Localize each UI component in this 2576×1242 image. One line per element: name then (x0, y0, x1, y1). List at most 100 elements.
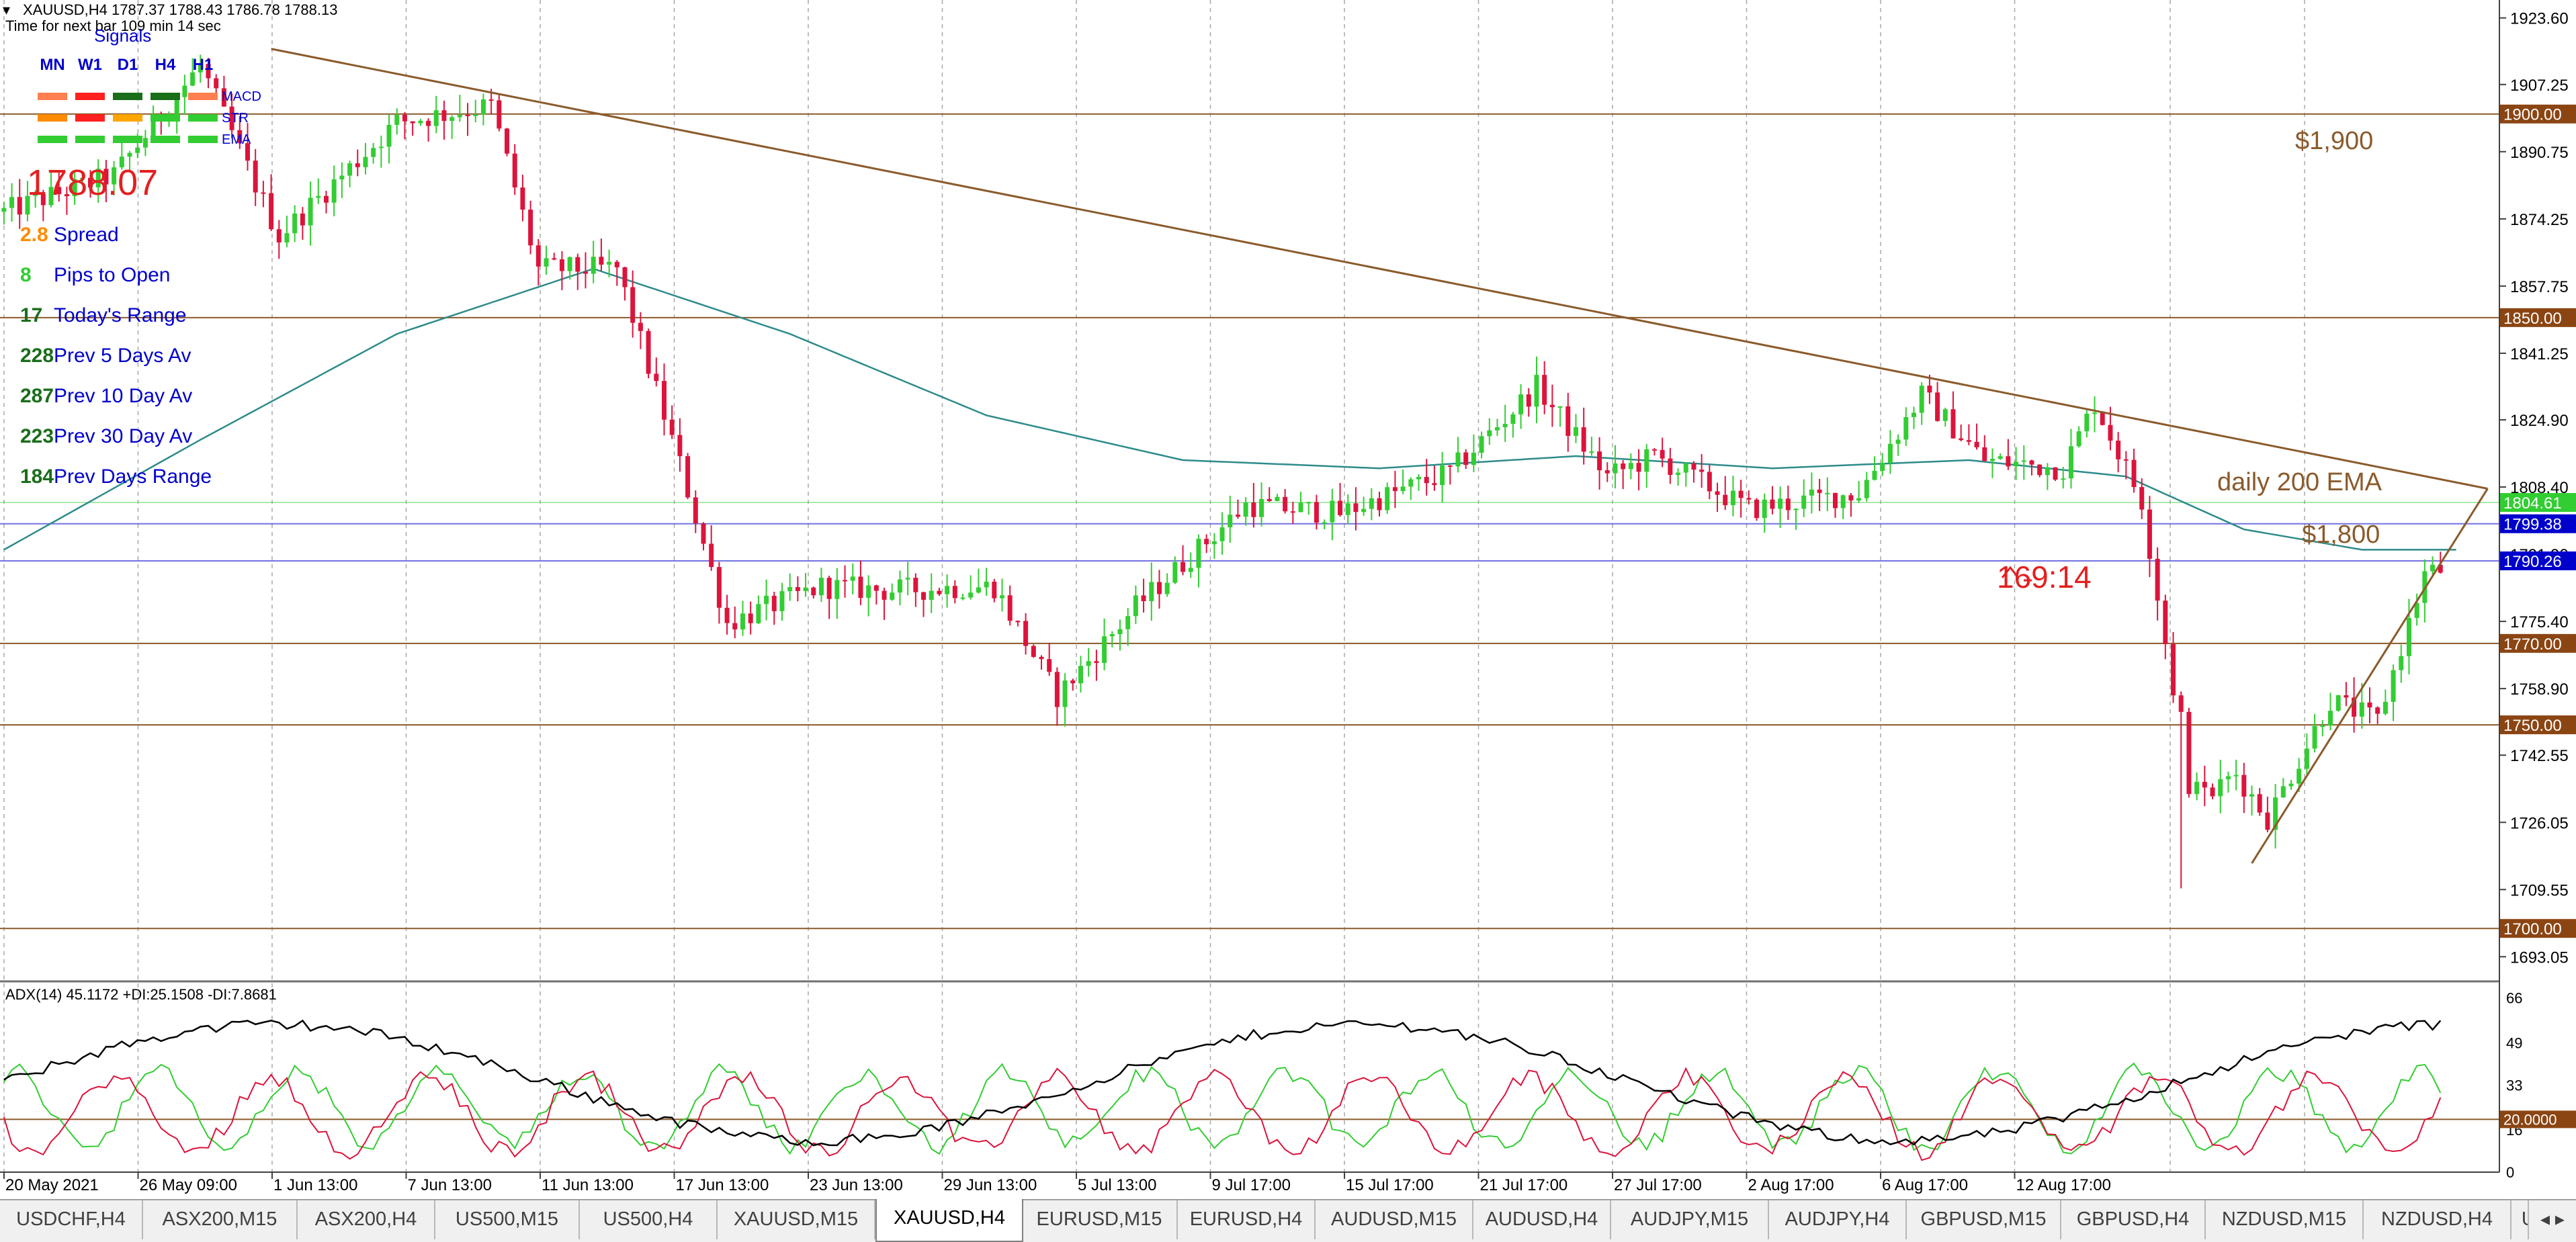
candle-body (103, 169, 109, 185)
signal-cell (113, 114, 142, 122)
candle-body (1424, 477, 1429, 484)
time-tick-label: 11 Jun 13:00 (542, 1176, 634, 1194)
price-tick-label: 1726.05 (2510, 814, 2569, 832)
candle-body (237, 130, 243, 144)
candle-body (1651, 449, 1657, 451)
stat-label: Prev 30 Day Av (54, 425, 192, 447)
tab-gbpusd-h4[interactable]: GBPUSD,H4 (2061, 1200, 2206, 1239)
candle-body (229, 106, 234, 130)
candle-body (505, 128, 510, 154)
candle-body (2327, 711, 2333, 726)
tab-audjpy-m15[interactable]: AUDJPY,M15 (1611, 1200, 1769, 1239)
candle-body (1699, 470, 1705, 472)
trendline-support[interactable] (2251, 488, 2489, 864)
trendline-resistance[interactable] (271, 48, 2488, 490)
level-badge-label: 1790.26 (2503, 553, 2562, 571)
candle-body (135, 147, 140, 153)
signal-cell (151, 114, 180, 122)
tab-scroll-arrows-icon[interactable]: ◂ ▸ (2528, 1200, 2576, 1239)
candle-body (1935, 392, 1940, 421)
candle-body (1526, 394, 1531, 407)
stat-value: 287 (20, 385, 54, 407)
tab-nzdusd-h4[interactable]: NZDUSD,H4 (2364, 1200, 2511, 1239)
candle-body (1408, 479, 1414, 487)
tab-eurusd-h4[interactable]: EURUSD,H4 (1178, 1200, 1316, 1239)
candle-body (1149, 582, 1154, 601)
collapse-arrow-icon[interactable]: ▾ (3, 1, 10, 18)
adx-indicator-panel[interactable] (0, 1019, 2499, 1161)
candle-body (1542, 375, 1547, 405)
level-1800-label: $1,800 (2302, 521, 2380, 549)
tab-audusd-m15[interactable]: AUDUSD,M15 (1316, 1200, 1473, 1239)
candle-body (1377, 498, 1382, 511)
candle-body (1180, 562, 1186, 572)
candle-body (394, 114, 400, 125)
tab-gbpusd-m15[interactable]: GBPUSD,M15 (1907, 1200, 2061, 1239)
tab-xauusd-m15[interactable]: XAUUSD,M15 (718, 1200, 875, 1239)
price-chart[interactable]: 1923.60 1907.25 1890.75 1874.25 1857.75 1841.… (0, 0, 2576, 1199)
candle-body (473, 114, 478, 116)
signals-title: Signals (94, 26, 151, 46)
tab-eurusd-m15[interactable]: EURUSD,M15 (1022, 1200, 1178, 1239)
tab-audusd-h4[interactable]: AUDUSD,H4 (1473, 1200, 1611, 1239)
candle-body (2092, 412, 2098, 414)
candle-body (2265, 812, 2270, 830)
chart-grid (3, 0, 2305, 1172)
candle-body (1534, 375, 1539, 407)
candle-body (1054, 672, 1060, 707)
candle-body (449, 117, 455, 121)
candle-body (1062, 680, 1068, 707)
candle-body (630, 287, 636, 323)
candle-body (795, 587, 800, 591)
candle-body (1094, 661, 1099, 663)
candle-body (2068, 446, 2073, 479)
price-tick-label: 1907.25 (2510, 77, 2569, 95)
candle-body (567, 257, 572, 271)
price-tick-label: 1841.25 (2510, 345, 2569, 363)
tab-asx200-h4[interactable]: ASX200,H4 (298, 1200, 435, 1239)
ema-label: daily 200 EMA (2217, 468, 2382, 496)
candle-body (2116, 441, 2121, 459)
stat-value: 223 (20, 425, 54, 447)
candle-body (292, 213, 298, 234)
candle-body (756, 604, 761, 623)
tab-us500-m15[interactable]: US500,M15 (435, 1200, 580, 1239)
tab-us500-h4[interactable]: US500,H4 (580, 1200, 718, 1239)
candle-body (2273, 797, 2278, 830)
timeframe-label: H4 (155, 56, 176, 74)
signal-cell (38, 93, 67, 100)
candle-body (174, 97, 179, 118)
candle-body (1974, 441, 1979, 447)
candle-body (2171, 644, 2176, 696)
candle-body (1086, 661, 1091, 666)
candle-body (1117, 629, 1123, 635)
signal-cell (113, 136, 142, 143)
candle-body (151, 114, 156, 138)
candle-body (1047, 659, 1052, 672)
candle-body (40, 193, 46, 206)
candle-body (119, 157, 124, 168)
tab-usdchf-h4[interactable]: USDCHF,H4 (0, 1200, 143, 1239)
candle-body (1887, 443, 1893, 463)
candle-body (1015, 621, 1021, 623)
stat-label: Spread (54, 224, 119, 246)
candle-body (1188, 568, 1193, 572)
candle-body (2210, 787, 2215, 797)
candle-body (1785, 498, 1791, 511)
candle-body (2280, 786, 2286, 798)
candle-body (779, 591, 785, 611)
signal-cell (38, 114, 67, 122)
candle-body (1235, 515, 1240, 517)
tab-audjpy-h4[interactable]: AUDJPY,H4 (1769, 1200, 1907, 1239)
tab-xauusd-h4[interactable]: XAUUSD,H4 (875, 1199, 1023, 1242)
time-tick-label: 12 Aug 17:00 (2016, 1176, 2111, 1194)
trendlines[interactable] (271, 48, 2489, 864)
tab-nzdusd-m15[interactable]: NZDUSD,M15 (2206, 1200, 2364, 1239)
candle-body (410, 121, 415, 124)
tab-asx200-m15[interactable]: ASX200,M15 (143, 1200, 298, 1239)
candle-body (1416, 477, 1422, 480)
candle-body (339, 175, 345, 180)
candle-body (512, 153, 517, 188)
candle-body (2438, 564, 2443, 573)
candle-body (127, 152, 132, 157)
